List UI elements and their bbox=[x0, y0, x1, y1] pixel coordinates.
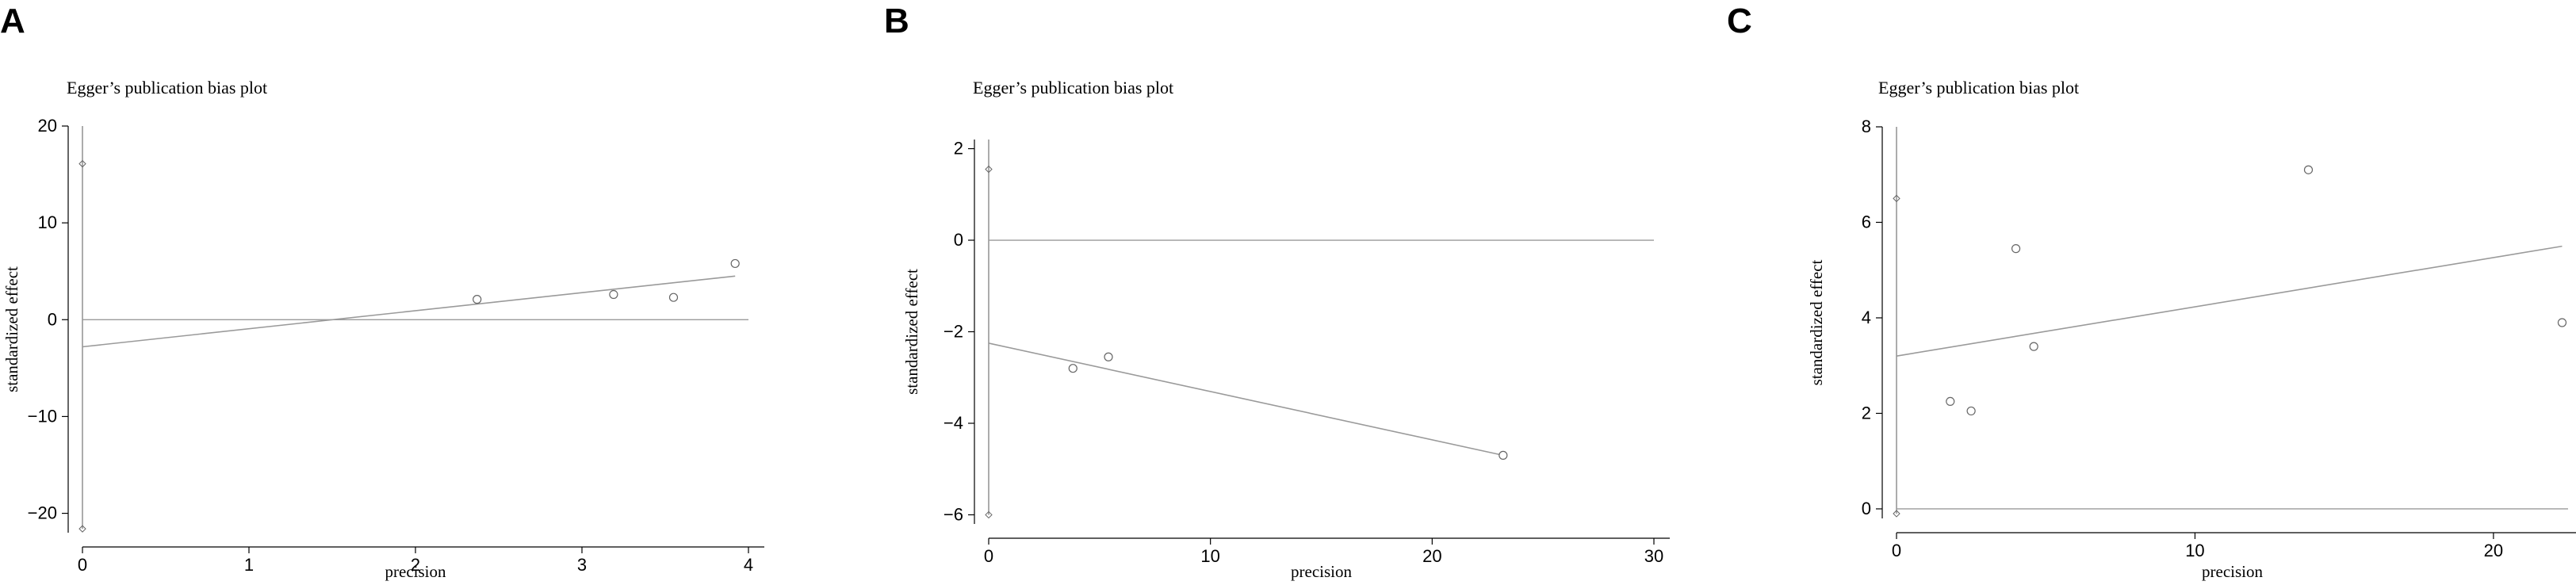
panel-b: B Egger’s publication bias plot −6 −4 −2 0 2 0… bbox=[884, 0, 1717, 585]
x-tick-label: 20 bbox=[1422, 546, 1441, 566]
data-point bbox=[609, 289, 618, 300]
ci-endpoint-marker bbox=[1893, 510, 1900, 518]
panel-label-a: A bbox=[0, 2, 25, 40]
panel-label-c: C bbox=[1727, 2, 1752, 40]
y-tick-label: −10 bbox=[28, 406, 57, 426]
egger-plot-c: Egger’s publication bias plot 0 2 4 6 8 0 10 20 p… bbox=[1807, 78, 2576, 581]
chart-title: Egger’s publication bias plot bbox=[67, 78, 267, 98]
y-tick-label: 2 bbox=[954, 139, 963, 159]
x-axis-label: precision bbox=[1291, 562, 1352, 581]
data-point bbox=[2011, 244, 2021, 254]
chart-title: Egger’s publication bias plot bbox=[973, 78, 1173, 98]
y-tick-label: 6 bbox=[1862, 212, 1871, 231]
data-point bbox=[1946, 396, 1955, 407]
x-tick-label: 20 bbox=[2484, 541, 2503, 560]
egger-plot-a: Egger’s publication bias plot−20−1001020… bbox=[2, 78, 764, 581]
x-tick-label: 3 bbox=[577, 555, 587, 575]
y-tick-label: −4 bbox=[944, 413, 963, 433]
data-point bbox=[2303, 165, 2314, 174]
ci-endpoint-marker bbox=[985, 165, 993, 174]
x-axis-label: precision bbox=[2202, 562, 2263, 581]
chart-title: Egger’s publication bias plot bbox=[1878, 78, 2079, 98]
y-tick-label: 0 bbox=[1862, 499, 1871, 518]
y-tick-label: 10 bbox=[38, 212, 57, 232]
regression-line bbox=[1896, 245, 2563, 357]
data-point bbox=[1966, 406, 1976, 416]
x-tick-label: 10 bbox=[1200, 546, 1219, 566]
y-tick-label: −6 bbox=[944, 504, 963, 524]
x-axis-label: precision bbox=[385, 562, 446, 581]
panel-a: A Egger’s publication bias plot −20 −10 0 10… bbox=[0, 0, 848, 585]
y-tick-label: 20 bbox=[38, 116, 57, 136]
y-axis-label: standardized effect bbox=[902, 269, 921, 395]
panel-label-b: B bbox=[884, 2, 909, 40]
y-tick-label: 0 bbox=[48, 309, 57, 329]
data-point bbox=[1104, 352, 1113, 361]
y-tick-label: 4 bbox=[1862, 308, 1871, 327]
ci-endpoint-marker bbox=[985, 510, 993, 519]
data-point bbox=[730, 258, 740, 269]
x-tick-label: 0 bbox=[78, 555, 87, 575]
x-tick-label: 10 bbox=[2185, 541, 2204, 560]
x-tick-label: 0 bbox=[984, 546, 993, 566]
y-tick-label: −20 bbox=[28, 503, 57, 523]
ci-endpoint-marker bbox=[78, 159, 86, 168]
y-tick-label: 2 bbox=[1862, 403, 1871, 422]
panel-c: C Egger’s publication bias plot 0 2 4 6 8 0 10 2… bbox=[1727, 0, 2576, 585]
ci-endpoint-marker bbox=[1893, 194, 1900, 203]
x-tick-label: 0 bbox=[1892, 541, 1901, 560]
data-point bbox=[2029, 342, 2038, 351]
data-point bbox=[1499, 450, 1508, 460]
x-tick-label: 1 bbox=[244, 555, 254, 575]
y-tick-label: −2 bbox=[944, 322, 963, 342]
data-point bbox=[668, 292, 679, 302]
x-tick-label: 30 bbox=[1644, 546, 1663, 566]
x-tick-label: 2 bbox=[411, 555, 420, 575]
y-tick-label: 0 bbox=[954, 230, 963, 250]
y-axis-label: standardized effect bbox=[2, 266, 21, 392]
ci-endpoint-marker bbox=[78, 525, 86, 533]
regression-line bbox=[82, 275, 736, 348]
data-point bbox=[473, 295, 482, 304]
data-point bbox=[1068, 364, 1077, 373]
regression-line bbox=[988, 342, 1503, 457]
y-tick-label: 8 bbox=[1862, 117, 1871, 136]
x-tick-label: 4 bbox=[744, 555, 753, 575]
y-axis-label: standardized effect bbox=[1807, 259, 1826, 385]
data-point bbox=[2557, 318, 2567, 327]
